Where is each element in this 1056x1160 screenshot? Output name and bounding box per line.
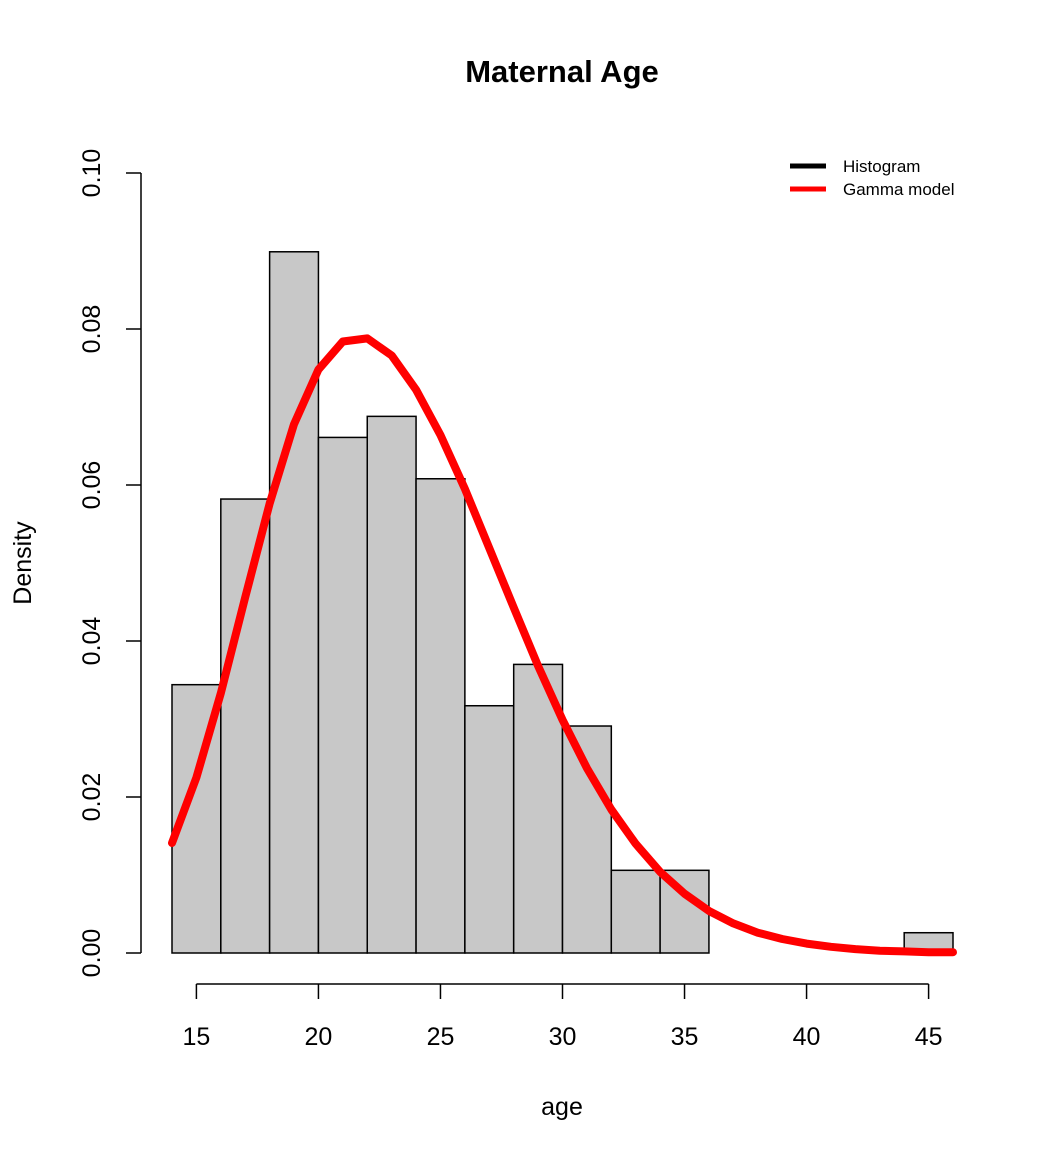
x-tick-label-30: 30 xyxy=(549,1023,577,1051)
histogram-bar-1 xyxy=(220,498,271,954)
histogram-bar-7 xyxy=(512,663,564,954)
chart-title: Maternal Age xyxy=(465,54,659,89)
x-tick-label-40: 40 xyxy=(793,1023,821,1051)
legend: Histogram Gamma model xyxy=(790,157,954,199)
y-tick-label-3: 0.06 xyxy=(78,461,106,510)
y-tick-label-1: 0.02 xyxy=(78,773,106,822)
x-axis-label: age xyxy=(541,1093,583,1121)
legend-label-1: Gamma model xyxy=(843,180,954,199)
histogram-bar-6 xyxy=(464,704,515,954)
histogram-bar-3 xyxy=(317,436,368,954)
x-tick-label-20: 20 xyxy=(305,1023,333,1051)
x-axis: 15 20 25 30 35 40 45 xyxy=(183,983,943,1051)
y-tick-label-4: 0.08 xyxy=(78,305,106,354)
y-tick-label-0: 0.00 xyxy=(78,929,106,978)
gamma-model-curve xyxy=(168,334,957,957)
y-tick-label-5: 0.10 xyxy=(78,149,106,198)
y-axis-label: Density xyxy=(9,521,37,605)
x-tick-label-25: 25 xyxy=(427,1023,455,1051)
x-tick-label-45: 45 xyxy=(915,1023,943,1051)
gamma-curve-group xyxy=(168,334,957,957)
x-tick-label-35: 35 xyxy=(671,1023,699,1051)
y-tick-label-2: 0.04 xyxy=(78,617,106,666)
x-tick-label-15: 15 xyxy=(183,1023,211,1051)
histogram-bar-2 xyxy=(268,251,320,954)
legend-label-0: Histogram xyxy=(843,157,920,176)
y-axis: 0.00 0.02 0.04 0.06 0.08 0.10 xyxy=(78,149,142,978)
histogram-bar-9 xyxy=(610,869,661,954)
histogram-bar-5 xyxy=(415,478,466,954)
histogram-bars xyxy=(171,251,954,954)
histogram-bar-4 xyxy=(366,415,417,954)
